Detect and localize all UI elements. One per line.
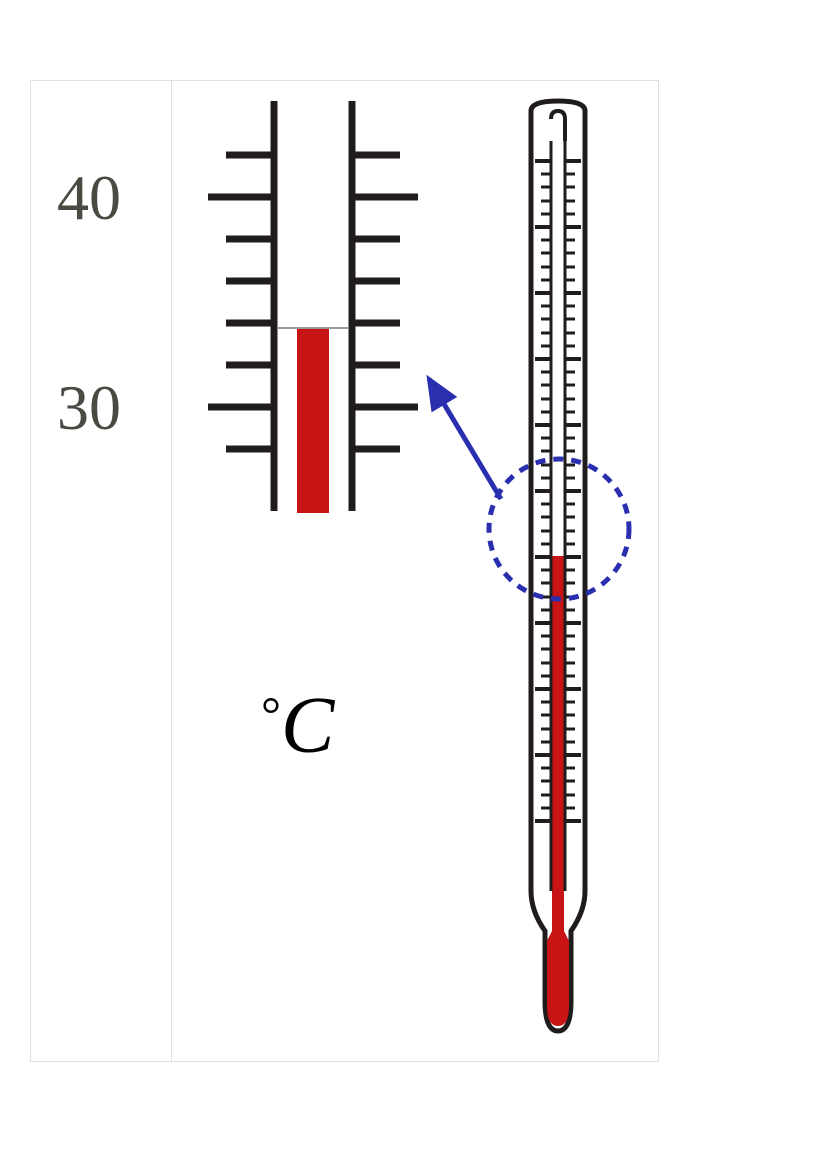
zoom-scale <box>208 101 418 513</box>
callout-arrow <box>429 379 501 499</box>
thermometer <box>531 101 585 1031</box>
zoom-mercury <box>297 328 329 513</box>
diagram-frame: 40 30 °C <box>30 80 659 1062</box>
zoom-ticks-right <box>352 155 418 449</box>
diagram-svg <box>31 81 658 1061</box>
zoom-ticks-left <box>208 155 274 449</box>
